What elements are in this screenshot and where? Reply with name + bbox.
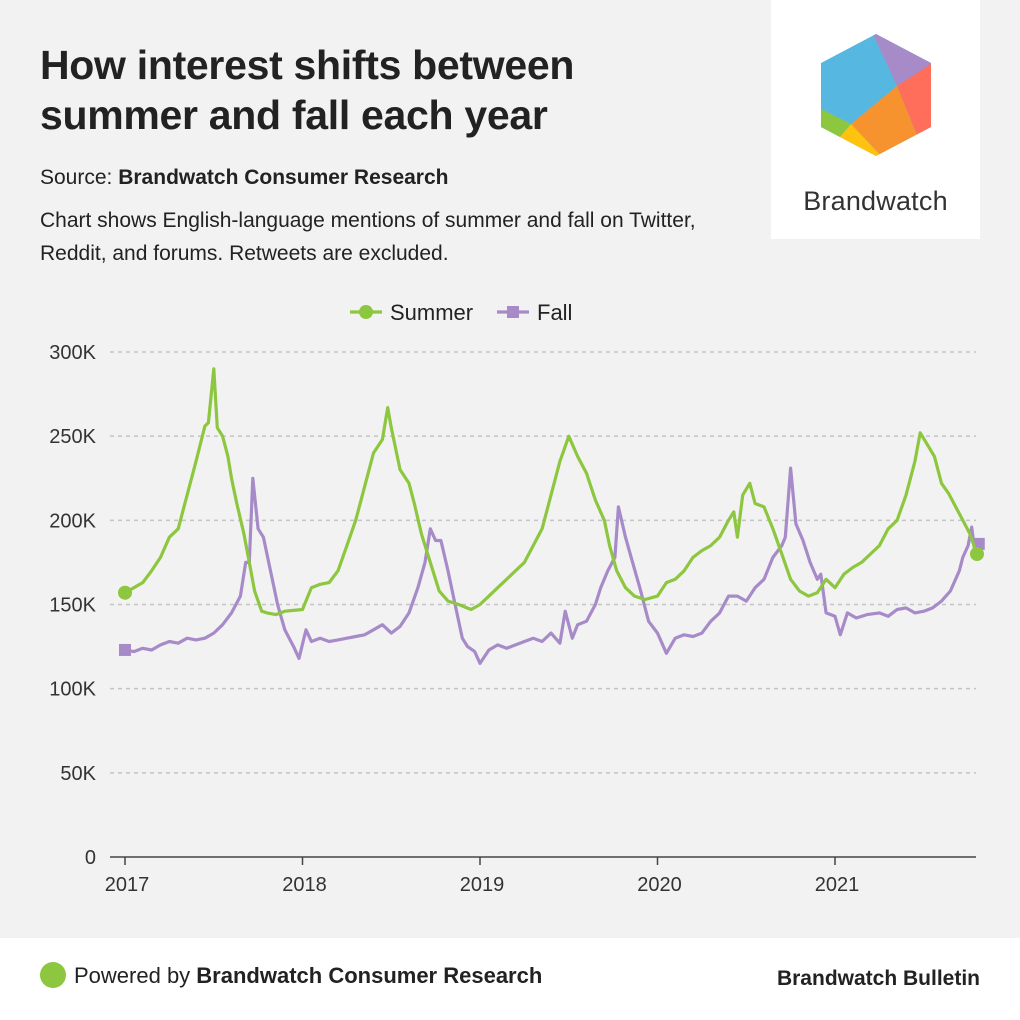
y-tick-label: 200K bbox=[49, 510, 96, 532]
x-tick-label: 2021 bbox=[815, 874, 860, 896]
line-chart: Summer Fall 0 50K 100K 150K 200K 250K 300K 2017… bbox=[49, 300, 985, 896]
logo-wordmark: Brandwatch bbox=[803, 186, 948, 216]
x-axis-ticks: 2017 2018 2019 2020 2021 bbox=[105, 857, 860, 896]
powered-by: Powered by Brandwatch Consumer Research bbox=[74, 963, 542, 989]
chart-grid bbox=[110, 351, 976, 774]
footer: Powered by Brandwatch Consumer Research … bbox=[0, 938, 1020, 1020]
y-tick-label: 0 bbox=[85, 847, 96, 869]
source-label: Source: bbox=[40, 166, 119, 189]
legend-label-fall: Fall bbox=[537, 300, 572, 325]
x-tick-label: 2018 bbox=[282, 874, 327, 896]
x-tick-label: 2017 bbox=[105, 874, 150, 896]
y-axis-ticks: 0 50K 100K 150K 200K 250K 300K bbox=[49, 342, 96, 869]
source-name: Brandwatch Consumer Research bbox=[118, 166, 449, 189]
footer-brand: Brandwatch Bulletin bbox=[776, 967, 980, 990]
chart-description: Chart shows English-language mentions of… bbox=[40, 209, 696, 265]
powered-prefix: Powered by bbox=[74, 963, 197, 988]
y-tick-label: 50K bbox=[60, 763, 96, 785]
x-tick-label: 2019 bbox=[460, 874, 505, 896]
legend-marker-summer bbox=[359, 305, 373, 319]
source-line: Source: Brandwatch Consumer Research bbox=[40, 166, 449, 190]
powered-name: Brandwatch Consumer Research bbox=[196, 963, 543, 988]
page-title: How interest shifts between summer and f… bbox=[40, 42, 575, 138]
y-tick-label: 300K bbox=[49, 342, 96, 364]
start-marker-summer bbox=[118, 585, 132, 600]
series-line-summer bbox=[123, 367, 979, 617]
chart-legend: Summer Fall bbox=[350, 300, 572, 325]
chart-series bbox=[118, 367, 985, 666]
green-dot-icon bbox=[40, 962, 66, 988]
end-marker-summer bbox=[970, 547, 984, 561]
y-tick-label: 150K bbox=[49, 595, 96, 617]
x-tick-label: 2020 bbox=[637, 874, 682, 896]
legend-label-summer: Summer bbox=[390, 300, 473, 325]
hexagon-logo-icon bbox=[821, 34, 931, 156]
brand-logo: Brandwatch bbox=[771, 0, 980, 239]
start-marker-fall bbox=[119, 643, 131, 656]
series-line-fall bbox=[123, 466, 981, 666]
y-tick-label: 250K bbox=[49, 426, 96, 448]
legend-marker-fall bbox=[507, 306, 519, 318]
y-tick-label: 100K bbox=[49, 679, 96, 701]
